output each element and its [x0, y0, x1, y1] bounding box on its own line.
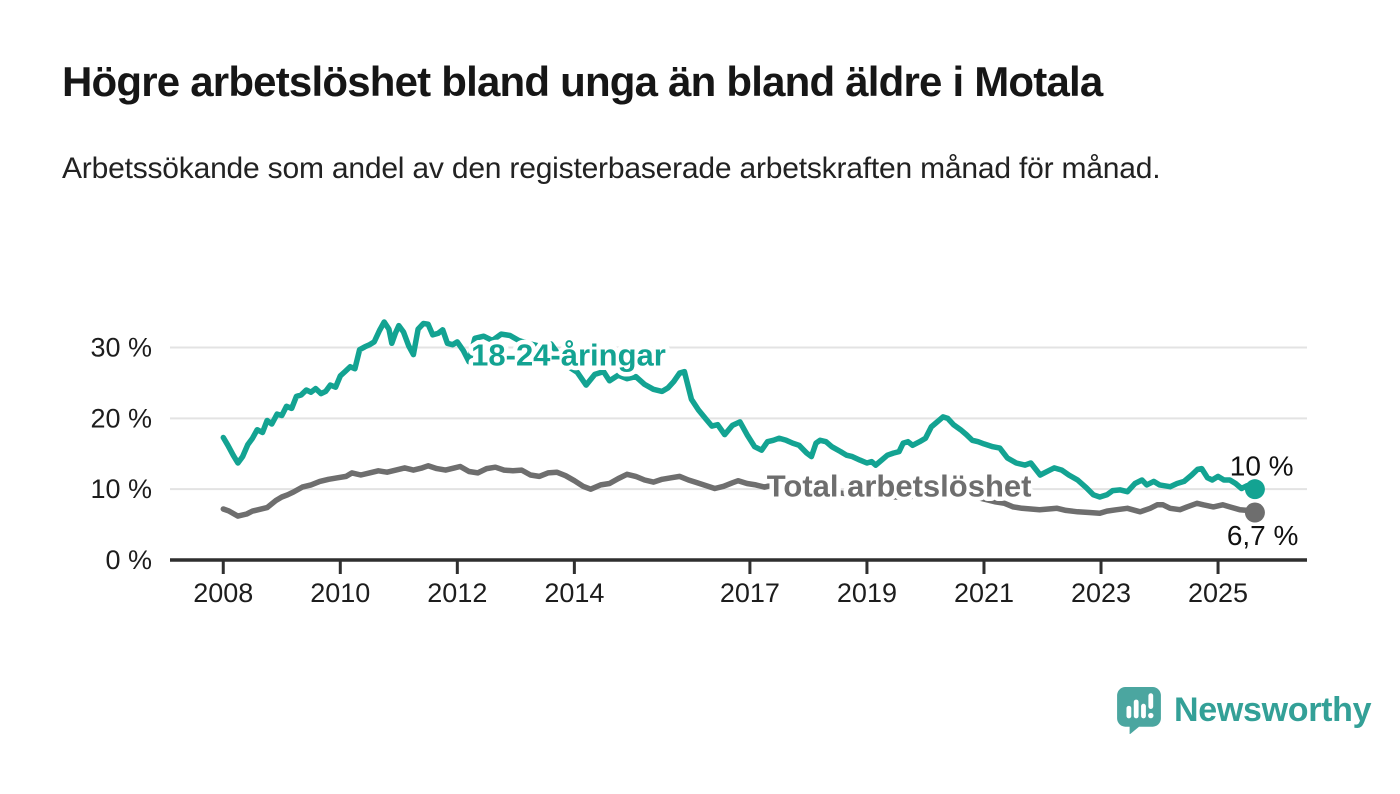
x-tick-label: 2012 [427, 578, 487, 608]
x-tick-label: 2021 [954, 578, 1014, 608]
y-tick-label: 0 % [105, 545, 152, 575]
x-tick-label: 2025 [1188, 578, 1248, 608]
series-label-total: Total arbetslöshet [767, 468, 1032, 503]
logo-exclamation-bar [1148, 693, 1154, 709]
x-tick-label: 2010 [310, 578, 370, 608]
y-tick-label: 30 % [90, 333, 152, 363]
series-label-young: 18-24-åringar [471, 338, 666, 373]
x-tick-label: 2008 [193, 578, 253, 608]
x-tick-label: 2014 [544, 578, 604, 608]
y-tick-label: 10 % [90, 474, 152, 504]
line-series-total [220, 463, 1258, 519]
end-dot-total [1244, 502, 1265, 523]
newsworthy-logo-icon [1117, 687, 1161, 734]
page-title: Högre arbetslöshet bland unga än bland ä… [62, 58, 1103, 105]
line-series-young [220, 319, 1258, 500]
logo-bar-2 [1133, 699, 1139, 719]
page-subtitle: Arbetssökande som andel av den registerb… [62, 152, 1161, 186]
logo-bar-1 [1126, 705, 1132, 719]
newsworthy-logo-text: Newsworthy [1174, 690, 1372, 729]
y-tick-label: 20 % [90, 403, 152, 433]
chart-header: Högre arbetslöshet bland unga än bland ä… [62, 58, 1352, 191]
end-dot-young [1244, 479, 1265, 500]
end-value-label-young: 10 % [1230, 451, 1294, 482]
logo-exclamation-dot [1148, 712, 1154, 719]
x-tick-label: 2023 [1071, 578, 1131, 608]
end-value-label-total: 6,7 % [1227, 520, 1299, 551]
x-tick-label: 2019 [837, 578, 897, 608]
logo-bar-3 [1141, 703, 1146, 719]
x-tick-label: 2017 [720, 578, 780, 608]
newsworthy-logo: Newsworthy [1116, 686, 1372, 734]
